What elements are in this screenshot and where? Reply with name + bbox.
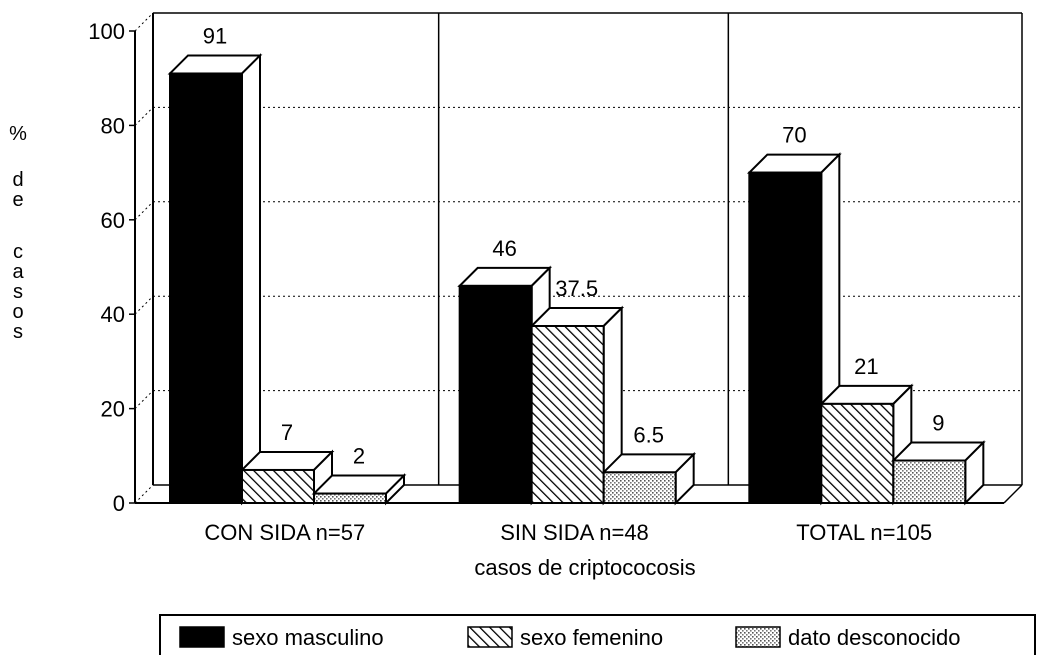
side-grid-diagonal — [134, 390, 154, 409]
legend-label: dato desconocido — [788, 625, 960, 650]
data-label: 37.5 — [555, 276, 598, 301]
x-tick-label: SIN SIDA n=48 — [500, 520, 649, 545]
y-axis-label-char: c — [13, 241, 23, 263]
data-label: 9 — [932, 411, 944, 436]
y-tick-label: 0 — [113, 491, 125, 516]
bar-dato-desconocido-1 — [601, 451, 697, 506]
data-label: 2 — [353, 444, 365, 469]
x-tick-label: CON SIDA n=57 — [204, 520, 365, 545]
y-axis-label-char: a — [12, 261, 24, 283]
y-axis-label-char: s — [13, 321, 23, 343]
bar-front-face — [241, 468, 315, 504]
side-grid-diagonal — [134, 12, 154, 32]
y-tick-label: 80 — [101, 113, 125, 138]
bar-front-face — [748, 171, 823, 504]
side-grid-diagonal — [134, 201, 154, 221]
bar-sexo-masculino-0 — [167, 53, 263, 506]
data-label: 91 — [203, 23, 227, 48]
bar-side-face — [241, 53, 261, 506]
bar-dato-desconocido-0 — [311, 473, 407, 506]
bar-front-face — [602, 471, 677, 505]
floor-right-edge — [1003, 484, 1023, 504]
y-axis-label-char: o — [12, 301, 23, 323]
x-axis-label: casos de criptococosis — [474, 555, 695, 580]
bar-front-face — [530, 325, 605, 504]
y-axis-label-char: e — [12, 189, 23, 211]
y-axis-label-char: % — [9, 123, 27, 145]
x-tick-label: TOTAL n=105 — [796, 520, 932, 545]
bar-front-face — [458, 284, 533, 504]
legend-box — [159, 614, 1036, 660]
legend-label: sexo femenino — [520, 625, 663, 650]
legend-swatch — [467, 626, 513, 648]
bar-front-face — [820, 402, 895, 505]
side-grid-diagonal — [134, 484, 154, 504]
y-tick-label: 20 — [101, 397, 125, 422]
bar-dato-desconocido-2 — [890, 440, 986, 506]
bar-front-face — [169, 72, 243, 504]
data-label: 21 — [854, 354, 878, 379]
legend-swatch — [735, 626, 781, 648]
y-axis-label-char: d — [12, 169, 23, 191]
side-grid-diagonal — [134, 295, 154, 315]
y-tick-label: 100 — [88, 19, 125, 44]
data-label: 46 — [492, 236, 516, 261]
bar-front-face — [313, 492, 387, 504]
bar-front-face — [892, 459, 967, 504]
y-tick-label: 60 — [101, 208, 125, 233]
y-axis-label-char: s — [13, 281, 23, 303]
data-label: 7 — [281, 420, 293, 445]
legend-swatch — [179, 626, 225, 648]
data-label: 6.5 — [633, 422, 664, 447]
data-label: 70 — [782, 123, 806, 148]
legend-label: sexo masculino — [232, 625, 384, 650]
y-tick-label: 40 — [101, 302, 125, 327]
side-grid-diagonal — [134, 107, 154, 126]
